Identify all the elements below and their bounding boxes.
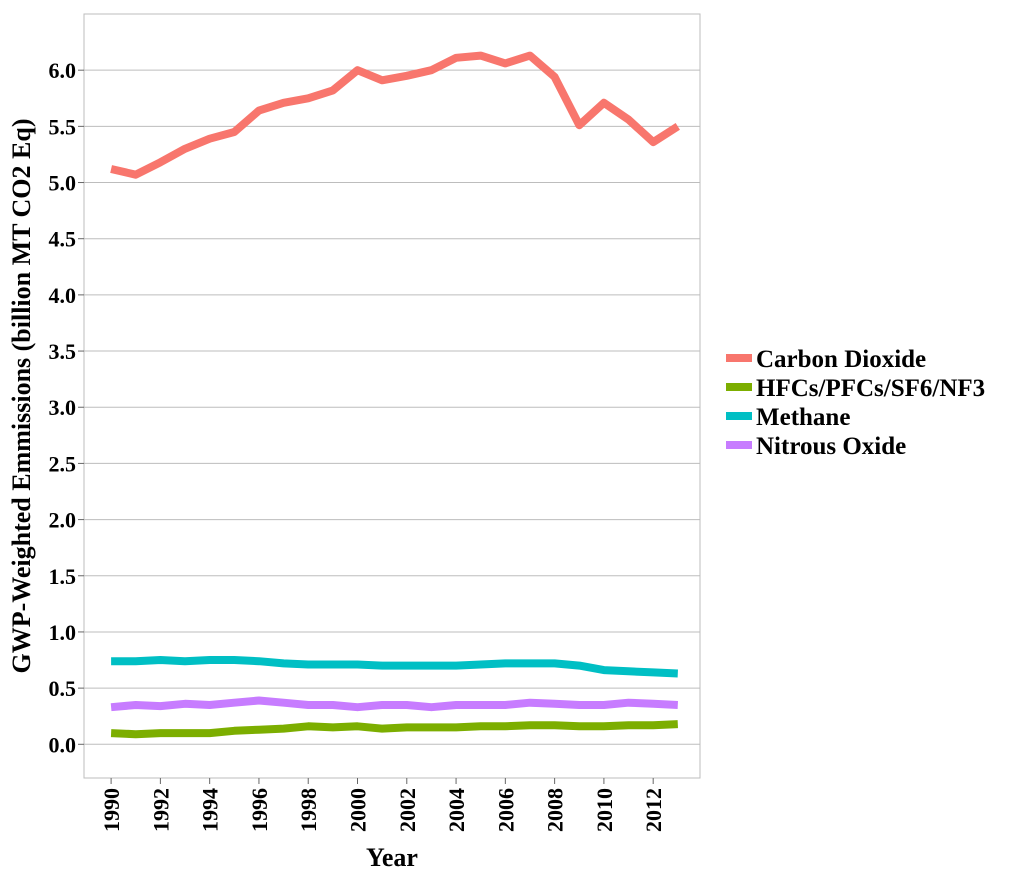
x-tick-label: 1996 — [247, 788, 272, 832]
x-tick-label: 1990 — [99, 788, 124, 832]
legend-label-hfcs-pfcs-sf6-nf3: HFCs/PFCs/SF6/NF3 — [756, 375, 985, 402]
y-tick-label: 1.0 — [49, 620, 77, 645]
x-tick-label: 1998 — [296, 788, 321, 832]
x-axis-ticks: 1990 1992 1994 1996 1998 2000 2002 2004 2006 2008… — [99, 778, 666, 832]
plot-panel — [83, 13, 701, 779]
series-lines — [110, 51, 680, 739]
y-tick-label: 6.0 — [49, 58, 77, 83]
series-line-nitrous-oxide — [110, 696, 678, 712]
x-tick-label: 1992 — [148, 788, 173, 832]
series-line-methane — [111, 656, 678, 678]
y-tick-label: 2.5 — [49, 451, 77, 476]
y-tick-label: 5.5 — [49, 114, 77, 139]
y-tick-label: 1.5 — [49, 564, 77, 589]
x-tick-label: 2006 — [493, 788, 518, 832]
legend: Carbon DioxideHFCs/PFCs/SF6/NF3MethaneNi… — [726, 346, 985, 460]
y-tick-label: 0.5 — [49, 676, 77, 701]
x-tick-label: 2008 — [543, 788, 568, 832]
x-tick-label: 2010 — [592, 788, 617, 832]
y-tick-label: 2.0 — [49, 508, 77, 533]
x-tick-label: 2004 — [444, 788, 469, 832]
series-line-carbon-dioxide — [110, 51, 680, 179]
legend-label-methane: Methane — [756, 404, 850, 431]
y-tick-label: 3.5 — [49, 339, 77, 364]
x-tick-label: 2002 — [395, 788, 420, 832]
y-axis-title: GWP-Weighted Emmissions (billion MT CO2 … — [7, 119, 36, 674]
x-axis-title: Year — [366, 843, 418, 871]
y-tick-label: 4.0 — [49, 283, 77, 308]
grid-lines — [84, 69, 700, 745]
series-line-hfcs-pfcs-sf6-nf3 — [110, 720, 678, 739]
y-tick-label: 0.0 — [49, 732, 77, 757]
x-tick-label: 2012 — [641, 788, 666, 832]
x-tick-label: 1994 — [198, 788, 223, 832]
y-tick-label: 4.5 — [49, 227, 77, 252]
x-tick-label: 2000 — [346, 788, 371, 832]
y-axis-ticks: 0.0 0.5 1.0 1.5 2.0 2.5 3.0 3.5 4.0 4.5 5.0 5.5 6.0 — [49, 58, 84, 757]
legend-label-carbon-dioxide: Carbon Dioxide — [756, 346, 926, 373]
y-tick-label: 3.0 — [49, 395, 77, 420]
legend-label-nitrous-oxide: Nitrous Oxide — [756, 433, 906, 460]
y-tick-label: 5.0 — [49, 171, 77, 196]
